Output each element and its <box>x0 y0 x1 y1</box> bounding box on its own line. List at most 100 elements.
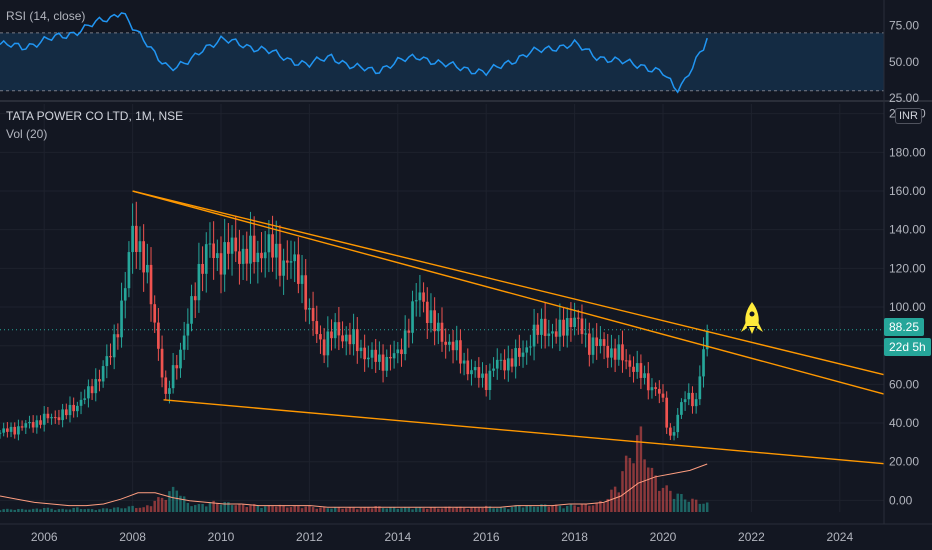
volume-bar <box>263 506 267 512</box>
candle-body <box>42 413 46 425</box>
volume-bar <box>72 507 75 512</box>
volume-bar <box>65 509 68 512</box>
candle-body <box>120 300 123 338</box>
volume-bar <box>282 505 285 512</box>
trendlines[interactable] <box>132 190 885 465</box>
price-tick-label: 60.00 <box>889 377 919 391</box>
volume-bar <box>286 507 289 512</box>
volume-bar <box>562 508 565 512</box>
candle-body <box>683 399 687 403</box>
volume-bar <box>584 504 587 512</box>
candle-body <box>477 367 481 378</box>
candle-body <box>53 417 57 419</box>
volume-bar <box>94 510 98 512</box>
volume-bar <box>54 510 57 512</box>
candle-body <box>319 334 322 340</box>
candle-body <box>466 360 470 375</box>
volume-bar <box>672 498 676 512</box>
price-tick-label: 20.00 <box>889 455 919 469</box>
candle-body <box>83 398 87 400</box>
candle-body <box>558 319 562 337</box>
currency-button[interactable]: INR <box>895 108 922 124</box>
candle-body <box>448 341 451 345</box>
volume-bar <box>153 500 156 512</box>
volume-bar <box>396 508 400 512</box>
volume-bar <box>46 507 50 512</box>
candle-body <box>72 404 76 412</box>
countdown-badge: 22d 5h <box>884 338 931 356</box>
candle-body <box>355 329 359 352</box>
volume-bar <box>647 467 650 512</box>
volume-bar <box>267 505 271 512</box>
price-tick-label: 180.00 <box>889 145 926 159</box>
volume-bar <box>411 509 414 512</box>
rsi-legend[interactable]: RSI (14, close) <box>6 9 86 23</box>
candle-body <box>385 356 389 371</box>
candle-body <box>591 337 595 355</box>
volume-bar <box>175 490 179 512</box>
trendline <box>163 399 885 465</box>
candle-body <box>628 360 632 367</box>
volume-bar <box>661 487 665 512</box>
volume-bar <box>691 498 694 512</box>
candle-body <box>13 426 17 435</box>
volume-bar <box>87 508 90 512</box>
candle-body <box>536 324 540 335</box>
volume-bar <box>79 509 83 512</box>
candle-body <box>341 335 344 342</box>
volume-bar <box>705 502 709 512</box>
candle-body <box>157 322 160 349</box>
candle-body <box>602 339 606 346</box>
volume-legend[interactable]: Vol (20) <box>6 127 48 141</box>
volume-bar <box>437 508 440 512</box>
volume-bar <box>24 509 28 512</box>
candle-body <box>20 426 24 428</box>
volume-bar <box>610 489 613 512</box>
candle-body <box>193 296 197 301</box>
volume-bar <box>470 507 473 512</box>
candle-body <box>411 301 414 333</box>
candle-body <box>300 275 304 284</box>
candle-body <box>274 243 278 258</box>
price-tick-label: 140.00 <box>889 223 926 237</box>
volume-bars <box>0 426 709 512</box>
candle-body <box>160 348 164 378</box>
volume-bar <box>68 509 72 512</box>
candle-body <box>370 349 374 358</box>
candle-body <box>680 402 683 415</box>
volume-bar <box>591 505 595 512</box>
candle-body <box>6 428 9 432</box>
price-tick-label: 0.00 <box>889 493 913 507</box>
volume-bar <box>451 508 455 512</box>
trendline <box>132 190 885 395</box>
volume-bar <box>352 507 355 512</box>
candle-body <box>595 337 599 347</box>
candle-body <box>366 357 370 360</box>
volume-bar <box>698 503 702 512</box>
candle-body <box>587 333 591 355</box>
candle-body <box>547 333 551 336</box>
volume-bar <box>702 503 705 512</box>
symbol-title[interactable]: TATA POWER CO LTD, 1M, NSE <box>6 109 184 123</box>
volume-bar <box>558 505 562 512</box>
volume-bar <box>518 505 521 512</box>
volume-bar <box>135 508 138 512</box>
candle-body <box>492 368 495 371</box>
candle-body <box>610 348 613 358</box>
candle-body <box>374 349 378 362</box>
candle-body <box>436 322 440 332</box>
volume-bar <box>389 507 392 512</box>
candle-body <box>94 379 98 394</box>
candle-body <box>201 263 204 274</box>
volume-bar <box>370 508 374 512</box>
candle-body <box>569 318 573 328</box>
volume-bar <box>208 502 212 512</box>
volume-bar <box>278 504 282 512</box>
price-tick-label: 40.00 <box>889 416 919 430</box>
candle-body <box>473 367 477 371</box>
candle-body <box>219 253 223 275</box>
candle-body <box>131 225 134 253</box>
volume-bar <box>492 508 495 512</box>
volume-bar <box>687 501 691 512</box>
